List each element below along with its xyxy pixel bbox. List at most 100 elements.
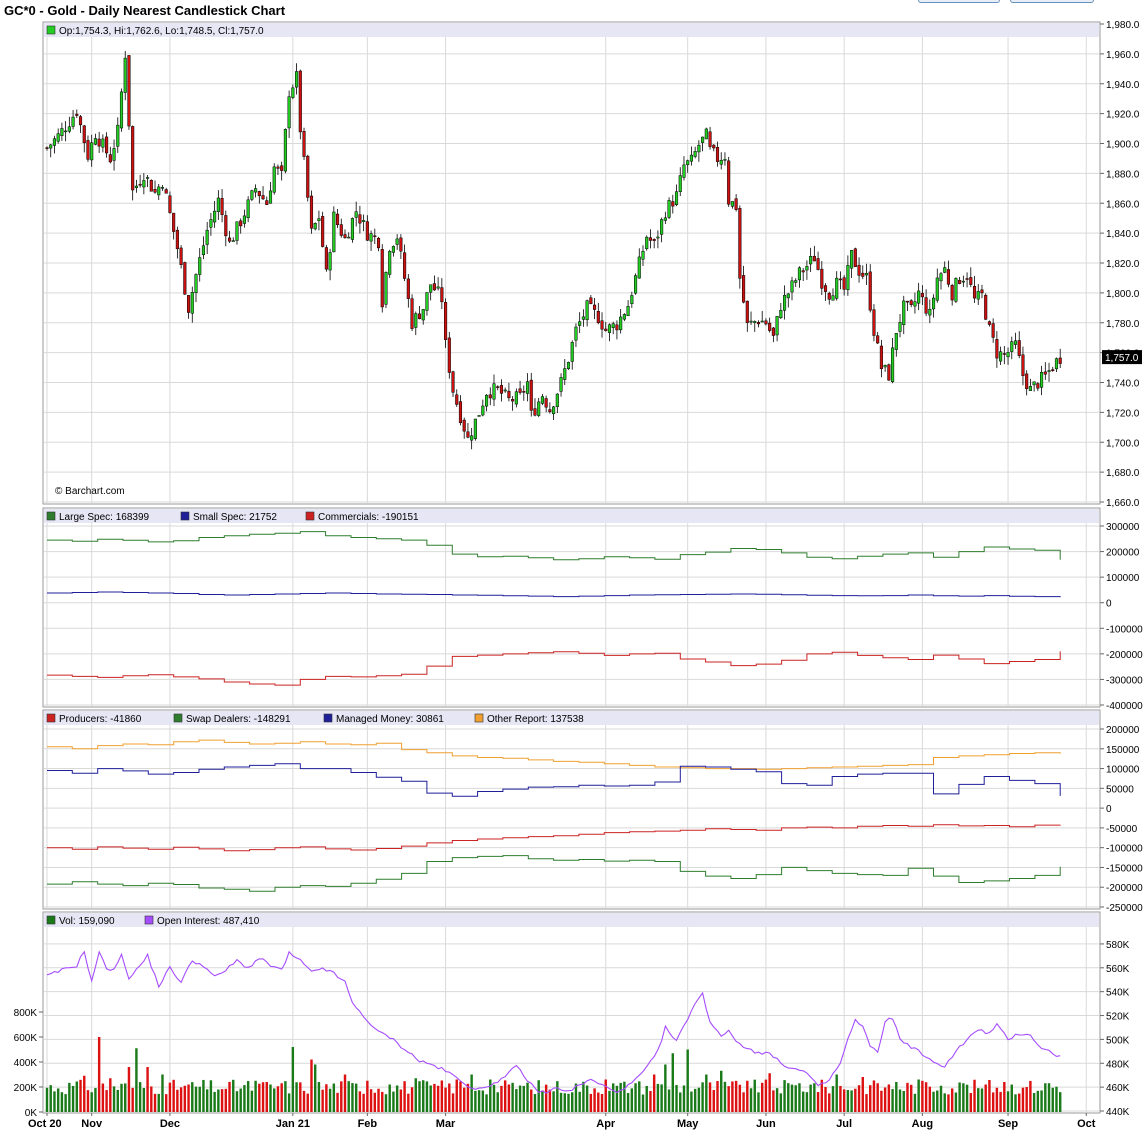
candle-body bbox=[756, 322, 761, 325]
y-tick-label: 500K bbox=[1106, 1035, 1130, 1046]
candle-body bbox=[637, 256, 641, 279]
volume-bar bbox=[75, 1081, 79, 1112]
toolbar-button-2[interactable] bbox=[1010, 0, 1094, 3]
volume-bar bbox=[902, 1090, 905, 1112]
candle-body bbox=[458, 401, 463, 424]
candle-body bbox=[343, 234, 347, 239]
volume-bar bbox=[172, 1079, 175, 1112]
candle-body bbox=[801, 270, 805, 273]
candle-body bbox=[119, 91, 124, 129]
volume-bar bbox=[444, 1087, 447, 1112]
volume-bar bbox=[198, 1086, 201, 1112]
volume-bar bbox=[526, 1082, 529, 1112]
candle-body bbox=[611, 323, 615, 328]
candle-body bbox=[291, 87, 295, 98]
volume-bar bbox=[306, 1093, 309, 1112]
volume-bar bbox=[597, 1092, 600, 1112]
volume-bar bbox=[150, 1086, 153, 1112]
candle-body bbox=[749, 320, 753, 323]
candle-body bbox=[172, 212, 176, 232]
candle-body bbox=[797, 267, 802, 281]
volume-bar bbox=[693, 1088, 697, 1112]
candle-body bbox=[909, 300, 913, 305]
volume-bar bbox=[757, 1092, 760, 1112]
volume-bar bbox=[764, 1079, 768, 1112]
volume-bar bbox=[71, 1085, 75, 1112]
volume-bar bbox=[97, 1037, 101, 1112]
candle-body bbox=[913, 301, 917, 307]
candle-body bbox=[742, 275, 746, 303]
y-tick-label: 150000 bbox=[1106, 745, 1140, 756]
volume-bar bbox=[276, 1086, 280, 1112]
toolbar-button-1[interactable] bbox=[918, 0, 1000, 3]
volume-bar bbox=[228, 1081, 231, 1112]
volume-bar bbox=[187, 1084, 190, 1112]
candle-body bbox=[835, 277, 839, 299]
candle-body bbox=[436, 286, 440, 289]
candle-body bbox=[704, 128, 708, 140]
volume-bar bbox=[571, 1092, 574, 1112]
candle-body bbox=[697, 144, 701, 153]
candle-body bbox=[581, 316, 585, 320]
volume-bar bbox=[954, 1092, 958, 1112]
volume-bar bbox=[619, 1082, 622, 1112]
candle-body bbox=[619, 316, 623, 331]
y-tick-label: -250000 bbox=[1106, 903, 1143, 914]
volume-bar bbox=[422, 1080, 425, 1112]
volume-bar bbox=[645, 1085, 648, 1112]
volume-bar bbox=[269, 1084, 272, 1112]
y-tick-label: 0 bbox=[1106, 804, 1112, 815]
candle-body bbox=[809, 256, 813, 265]
candle-body bbox=[540, 396, 544, 404]
volume-bar bbox=[440, 1080, 444, 1112]
watermark: © Barchart.com bbox=[55, 486, 125, 497]
y-tick-label: -100000 bbox=[1106, 844, 1143, 855]
candle-body bbox=[771, 327, 775, 336]
volume-bar bbox=[854, 1088, 857, 1112]
volume-bar bbox=[347, 1081, 350, 1112]
candle-body bbox=[812, 255, 816, 262]
candle-body bbox=[1036, 383, 1040, 389]
candle-body bbox=[790, 280, 794, 293]
candle-body bbox=[246, 199, 250, 219]
volume-bar bbox=[462, 1087, 466, 1112]
x-tick-label: Oct 20 bbox=[28, 1118, 62, 1130]
volume-bar bbox=[1051, 1087, 1054, 1112]
candle-body bbox=[116, 124, 120, 147]
volume-bar bbox=[600, 1094, 604, 1112]
candle-body bbox=[395, 238, 399, 245]
panel-frame bbox=[42, 911, 1101, 1114]
volume-bar bbox=[1029, 1080, 1032, 1112]
vol-y-tick-label: 200K bbox=[14, 1083, 38, 1094]
candle-body bbox=[391, 246, 395, 253]
volume-bar bbox=[507, 1084, 511, 1112]
volume-bar bbox=[68, 1082, 71, 1112]
volume-bar bbox=[936, 1090, 939, 1112]
y-tick-label: 1,820.0 bbox=[1106, 259, 1140, 270]
candle-body bbox=[298, 70, 302, 133]
volume-bar bbox=[790, 1084, 794, 1112]
volume-bar bbox=[675, 1085, 678, 1112]
candle-body bbox=[715, 147, 720, 162]
legend-bar bbox=[44, 913, 1099, 927]
volume-oi-panel: 580K 560K 540K 520K 500K 480K 460K 440K Vol: 159… bbox=[14, 911, 1130, 1130]
candle-body bbox=[674, 191, 679, 205]
candle-body bbox=[760, 320, 764, 323]
y-tick-label: 460K bbox=[1106, 1083, 1130, 1094]
candle-body bbox=[67, 126, 71, 132]
volume-bar bbox=[250, 1090, 254, 1112]
legend-label: Managed Money: 30861 bbox=[336, 714, 444, 725]
volume-bar bbox=[578, 1091, 581, 1112]
volume-bar bbox=[302, 1090, 306, 1112]
volume-bar bbox=[202, 1079, 205, 1112]
volume-bar bbox=[246, 1081, 250, 1112]
candle-body bbox=[216, 197, 220, 213]
x-tick-label: Jun bbox=[756, 1118, 776, 1130]
volume-bar bbox=[682, 1085, 686, 1112]
volume-bar bbox=[403, 1081, 406, 1112]
open-interest-line bbox=[46, 950, 1061, 1094]
legend-swatch bbox=[46, 511, 56, 521]
volume-bar bbox=[921, 1080, 924, 1112]
candle-body bbox=[123, 57, 127, 93]
volume-bar bbox=[913, 1093, 917, 1112]
